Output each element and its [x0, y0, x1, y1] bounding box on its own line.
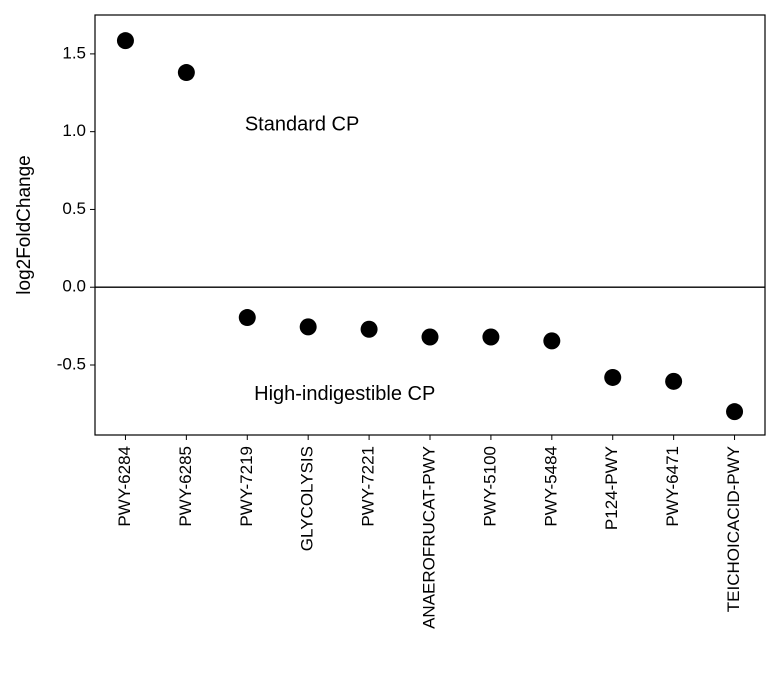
y-tick-label: -0.5	[57, 354, 86, 373]
data-point	[665, 373, 682, 390]
y-tick-label: 1.5	[62, 43, 86, 62]
chart-container: Standard CP High-indigestible CP -0.5 0.0 0.…	[0, 0, 780, 694]
annotation-label: High-indigestible CP	[254, 383, 435, 405]
data-point	[482, 329, 499, 346]
foldchange-dot-chart: Standard CP High-indigestible CP -0.5 0.0 0.…	[0, 0, 780, 694]
x-tick-label: PWY-7219	[237, 446, 256, 527]
x-tick-label: P124-PWY	[602, 446, 621, 530]
x-tick-label: TEICHOICACID-PWY	[724, 446, 743, 612]
x-tick-label: GLYCOLYSIS	[298, 446, 317, 551]
x-tick-label: PWY-5484	[541, 446, 560, 527]
x-tick-label: PWY-7221	[359, 446, 378, 527]
data-point	[726, 403, 743, 420]
annotation-label: Standard CP	[245, 114, 360, 136]
x-tick-label: ANAEROFRUCAT-PWY	[419, 446, 438, 629]
data-point	[300, 318, 317, 335]
y-axis-label: log2FoldChange	[14, 155, 35, 294]
y-tick-label: 1.0	[62, 121, 86, 140]
data-point	[239, 309, 256, 326]
panel-background	[95, 15, 765, 435]
x-tick-label: PWY-6285	[176, 446, 195, 527]
y-tick-label: 0.5	[62, 199, 86, 218]
x-tick-label: PWY-5100	[480, 446, 499, 527]
data-point	[117, 32, 134, 49]
data-point	[178, 64, 195, 81]
data-point	[422, 329, 439, 346]
data-point	[543, 332, 560, 349]
data-point	[361, 321, 378, 338]
x-tick-label: PWY-6284	[115, 446, 134, 527]
data-point	[604, 369, 621, 386]
x-tick-label: PWY-6471	[663, 446, 682, 527]
y-tick-label: 0.0	[62, 277, 86, 296]
